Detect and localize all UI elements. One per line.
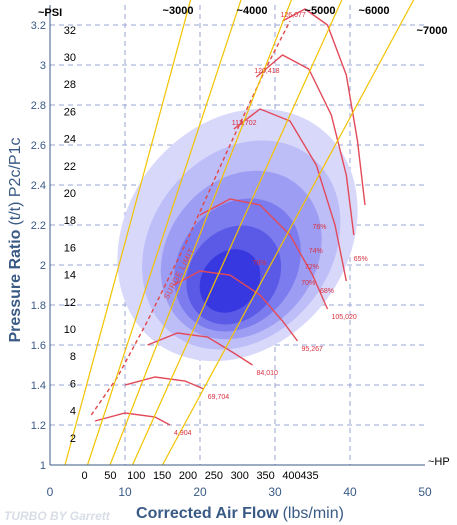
x-tick-label: 10 (118, 485, 132, 499)
speed-line (282, 8, 366, 206)
speed-line (124, 376, 205, 390)
hp-tick-label: 400 (282, 470, 300, 482)
hp-tick-label: 435 (300, 470, 318, 482)
hp-tick-label: 250 (205, 470, 223, 482)
x-axis-label-main: Corrected Air Flow (136, 505, 279, 522)
speed-line (94, 412, 171, 426)
y-tick-label: 2.8 (31, 100, 46, 112)
rpm-line (161, 0, 415, 466)
hp-tick-label: 300 (231, 470, 249, 482)
psi-tick-label: 2 (70, 433, 76, 445)
psi-tick-label: 14 (64, 270, 76, 282)
psi-tick-label: 6 (70, 378, 76, 390)
psi-tick-label: 12 (64, 297, 76, 309)
speed-line-label: 105,020 (332, 314, 357, 321)
rpm-lines (64, 0, 415, 466)
surge-line-path (90, 20, 291, 416)
psi-tick-label: 20 (64, 188, 76, 200)
efficiency-label: 72% (305, 264, 319, 271)
y-tick-label: 1.4 (31, 380, 46, 392)
rpm-line (109, 0, 292, 466)
hp-tick-label: 350 (256, 470, 274, 482)
efficiency-label: 76% (313, 224, 327, 231)
speed-line-label: 69,704 (208, 394, 230, 401)
efficiency-island-6 (199, 249, 261, 313)
psi-tick-label: 28 (64, 79, 76, 91)
hp-label: ~HP (428, 456, 450, 468)
y-tick-label: 2.2 (31, 220, 46, 232)
speed-line-label: 84,010 (257, 370, 279, 377)
speed-line (147, 332, 253, 366)
x-axis-label: Corrected Air Flow (lbs/min) (136, 505, 344, 522)
y-axis-label-unit: (t/t) P2c/P1c (7, 138, 24, 226)
rpm-line-label: ~6000 (359, 5, 390, 17)
speed-line-label: 120,418 (254, 68, 279, 75)
psi-tick-label: 18 (64, 215, 76, 227)
rpm-line-label: ~7000 (417, 25, 448, 37)
rpm-line-label: ~3000 (163, 5, 194, 17)
speed-line (173, 270, 299, 342)
y-tick-label: 3 (40, 60, 46, 72)
y-tick-label: 3.2 (31, 20, 46, 32)
psi-tick-label: 30 (64, 52, 76, 64)
rpm-line-label: ~4000 (237, 5, 268, 17)
y-axis-label: Pressure Ratio (t/t) P2c/P1c (7, 138, 24, 343)
psi-tick-label: 4 (70, 406, 76, 418)
psi-tick-label: 16 (64, 242, 76, 254)
y-tick-label: 2.6 (31, 140, 46, 152)
hp-tick-label: 100 (127, 470, 145, 482)
efficiency-label: 78% (253, 260, 267, 267)
efficiency-islands (117, 108, 358, 362)
hp-tick-label: 0 (81, 470, 87, 482)
psi-tick-label: 26 (64, 106, 76, 118)
x-axis-label-unit: (lbs/min) (283, 505, 344, 522)
rpm-line-label: ~5000 (305, 5, 336, 17)
labels: 126,077 120,418 113,702 105,020 95,267 84,010… (31, 5, 448, 499)
rpm-line (86, 0, 242, 466)
grid (50, 5, 425, 465)
y-tick-label: 1.8 (31, 300, 46, 312)
speed-line-label: 95,267 (302, 346, 324, 353)
surge-line (90, 20, 291, 416)
y-tick-label: 1.2 (31, 420, 46, 432)
psi-tick-label: 22 (64, 161, 76, 173)
y-tick-label: 1 (40, 460, 46, 472)
psi-label: ~PSI (38, 7, 62, 19)
efficiency-label: 74% (309, 248, 323, 255)
efficiency-label: 68% (320, 288, 334, 295)
psi-tick-label: 32 (64, 25, 76, 37)
hp-tick-label: 50 (104, 470, 116, 482)
speed-line (255, 54, 355, 236)
speed-line-label: 4,904 (174, 430, 192, 437)
efficiency-label: 70% (301, 280, 315, 287)
x-tick-label: 0 (47, 485, 54, 499)
psi-tick-label: 24 (64, 134, 76, 146)
x-tick-label: 30 (268, 485, 282, 499)
psi-tick-label: 8 (70, 351, 76, 363)
efficiency-label: 65% (354, 256, 368, 263)
y-tick-label: 2 (40, 260, 46, 272)
rpm-line (131, 0, 343, 466)
x-tick-label: 50 (418, 485, 432, 499)
rpm-line (64, 0, 192, 466)
hp-tick-label: 150 (153, 470, 171, 482)
psi-tick-label: 10 (64, 324, 76, 336)
axes (49, 5, 425, 466)
y-tick-label: 2.4 (31, 180, 46, 192)
speed-lines (94, 8, 366, 426)
speed-line (233, 108, 347, 282)
speed-line-label: 113,702 (232, 120, 257, 127)
speed-line-label: 126,077 (281, 12, 306, 19)
x-tick-label: 40 (343, 485, 357, 499)
y-axis-label-main: Pressure Ratio (7, 229, 24, 342)
speed-line (199, 198, 329, 310)
garrett-watermark: TURBO BY Garrett (4, 509, 111, 523)
hp-tick-label: 200 (179, 470, 197, 482)
y-tick-label: 1.6 (31, 340, 46, 352)
x-tick-label: 20 (193, 485, 207, 499)
